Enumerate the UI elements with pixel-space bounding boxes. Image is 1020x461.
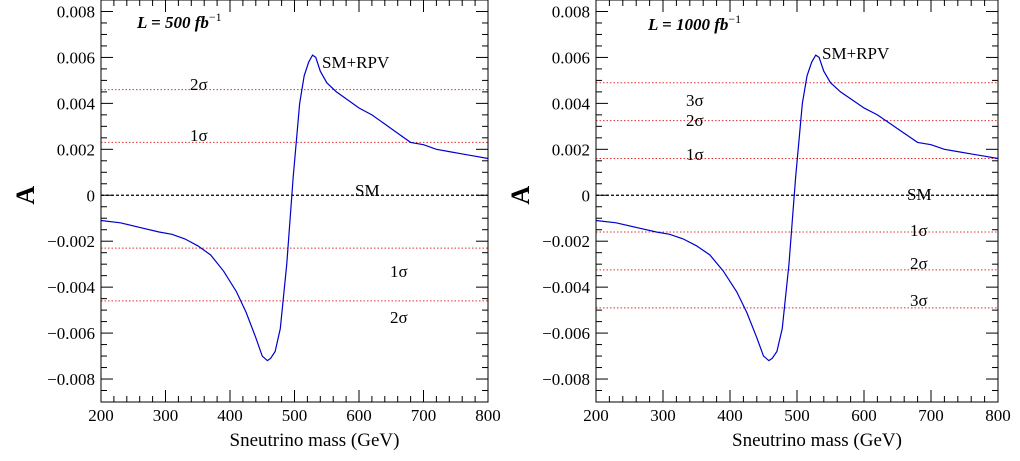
x-tick-label: 500 <box>784 406 810 425</box>
x-tick-label: 700 <box>918 406 944 425</box>
y-axis-title: A <box>506 186 535 205</box>
luminosity-exponent: −1 <box>209 10 222 24</box>
y-tick-label: 0.006 <box>57 48 95 67</box>
sigma-label: 2σ <box>686 111 704 130</box>
y-tick-label: 0 <box>582 186 591 205</box>
x-tick-label: 200 <box>583 406 609 425</box>
x-tick-label: 800 <box>475 406 501 425</box>
y-tick-label: −0.008 <box>47 370 95 389</box>
x-tick-label: 700 <box>411 406 437 425</box>
sigma-label: 1σ <box>686 145 704 164</box>
y-tick-label: −0.004 <box>47 278 95 297</box>
x-tick-label: 400 <box>217 406 243 425</box>
sm-label: SM <box>355 181 380 200</box>
y-tick-label: −0.002 <box>47 232 95 251</box>
y-tick-label: −0.006 <box>542 324 590 343</box>
x-axis-title: Sneutrino mass (GeV) <box>732 430 902 451</box>
sigma-label: 3σ <box>910 291 928 310</box>
y-tick-label: 0.006 <box>552 48 590 67</box>
sigma-label: 1σ <box>190 126 208 145</box>
sigma-label: 2σ <box>390 308 408 327</box>
sm-label: SM <box>907 185 932 204</box>
series-line-sm-rpv <box>595 54 999 362</box>
y-tick-label: 0.008 <box>552 2 590 21</box>
x-tick-label: 600 <box>346 406 372 425</box>
plot-frame <box>595 0 999 403</box>
y-axis-title: A <box>11 186 40 205</box>
sigma-label: 2σ <box>190 75 208 94</box>
plot-frame <box>100 0 489 403</box>
y-tick-label: −0.004 <box>542 278 590 297</box>
series-label: SM+RPV <box>822 44 890 63</box>
x-tick-label: 300 <box>650 406 676 425</box>
y-tick-label: 0.002 <box>552 140 590 159</box>
series-label: SM+RPV <box>322 53 390 72</box>
luminosity-label: L = 500 fb−1 <box>136 10 222 32</box>
sigma-label: 1σ <box>390 262 408 281</box>
x-tick-label: 800 <box>985 406 1011 425</box>
chart-panel-1: 2σ 1σ 1σ 2σ SM SM+RPV L = 500 fb−1 200 300 400 500… <box>11 0 501 451</box>
y-tick-label: 0.002 <box>57 140 95 159</box>
y-tick-label: −0.006 <box>47 324 95 343</box>
x-axis-title: Sneutrino mass (GeV) <box>230 430 400 451</box>
y-tick-label: 0.004 <box>552 94 591 113</box>
series-line-sm-rpv <box>100 54 489 362</box>
luminosity-label: L = 1000 fb−1 <box>647 12 741 34</box>
y-tick-label: −0.008 <box>542 370 590 389</box>
sigma-label: 2σ <box>910 254 928 273</box>
y-tick-label: −0.002 <box>542 232 590 251</box>
x-tick-label: 200 <box>88 406 114 425</box>
y-tick-label: 0 <box>87 186 96 205</box>
x-tick-label: 400 <box>717 406 743 425</box>
y-tick-label: 0.008 <box>57 2 95 21</box>
x-tick-label: 600 <box>851 406 877 425</box>
luminosity-exponent: −1 <box>728 12 741 26</box>
sigma-label: 1σ <box>910 221 928 240</box>
x-tick-label: 500 <box>282 406 308 425</box>
y-tick-label: 0.004 <box>57 94 96 113</box>
sigma-label: 3σ <box>686 91 704 110</box>
x-tick-label: 300 <box>153 406 179 425</box>
